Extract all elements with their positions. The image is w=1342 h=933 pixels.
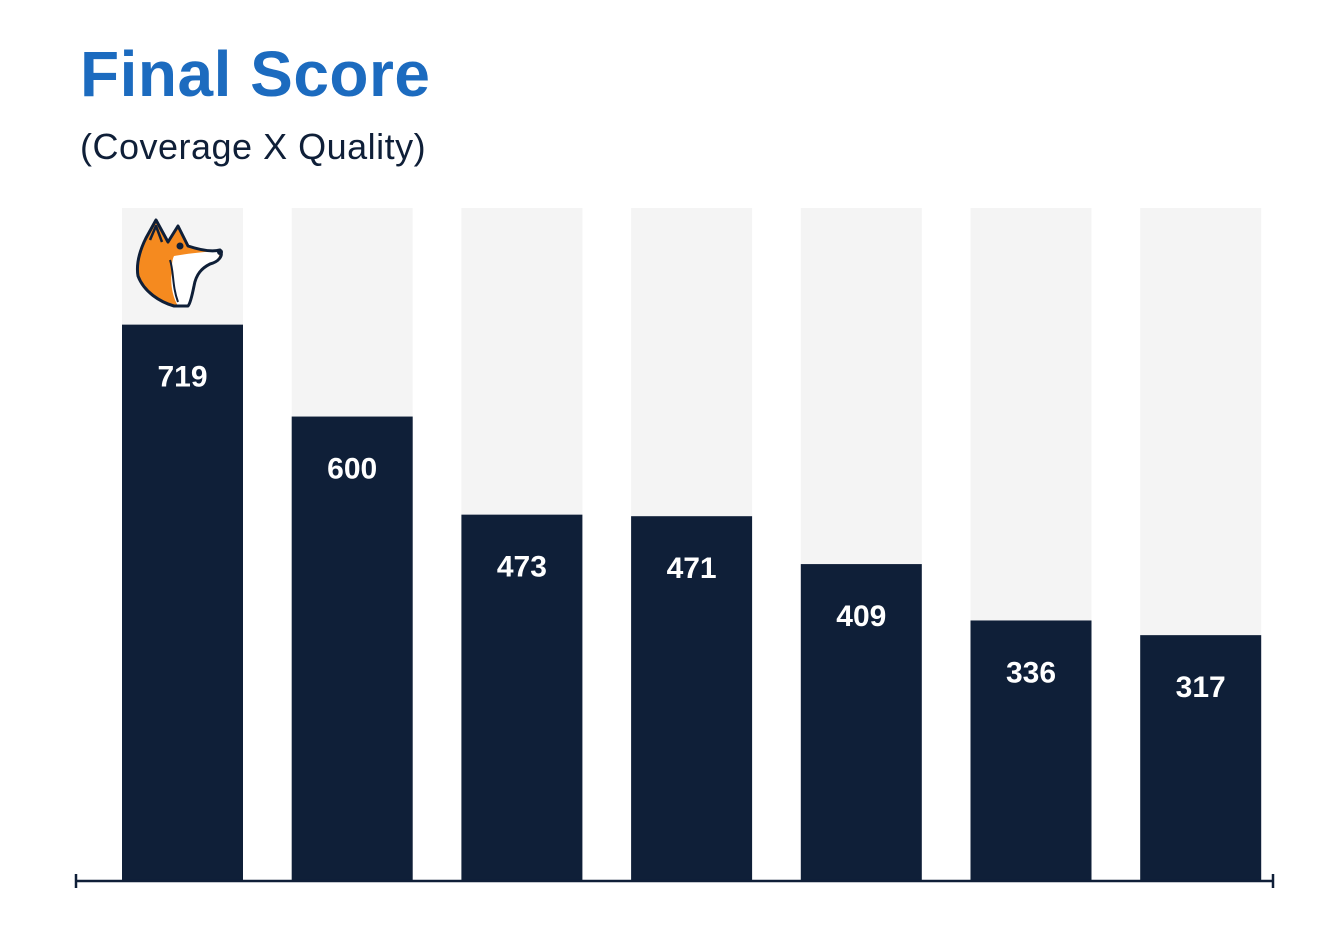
bar-value-label: 473 [497,551,547,584]
fox-cheek [169,259,179,303]
fox-nose [217,249,223,255]
bar [461,514,583,880]
bar [800,564,922,880]
bars-layer: 719 600 473 471 409 336 317 [122,208,1262,880]
chart-subtitle: (Coverage X Quality) [80,126,427,167]
fox-ear [148,224,164,243]
bar-value-label: 719 [157,361,207,394]
bar [970,620,1092,880]
bar-value-label: 336 [1006,656,1056,689]
fox-eye [176,242,184,250]
bar-group: 600 [291,208,413,880]
chart-title: Final Score [80,38,431,110]
bar [631,516,753,880]
x-axis [74,874,1275,888]
bar [291,416,413,880]
fox-outline [136,218,223,308]
bar [1140,635,1262,880]
bar-group: 473 [461,208,583,880]
fox-mascot-icon [136,218,223,308]
bar-group: 409 [800,208,922,880]
bar-value-label: 471 [667,552,717,585]
bar-group: 336 [970,208,1092,880]
bar-group: 471 [631,208,753,880]
bar-group: 719 [122,208,243,880]
bar-group: 317 [1140,208,1262,880]
bar-value-label: 600 [327,453,377,486]
bar [122,324,243,880]
bar-value-label: 317 [1176,671,1226,704]
bar-value-label: 409 [836,600,886,633]
